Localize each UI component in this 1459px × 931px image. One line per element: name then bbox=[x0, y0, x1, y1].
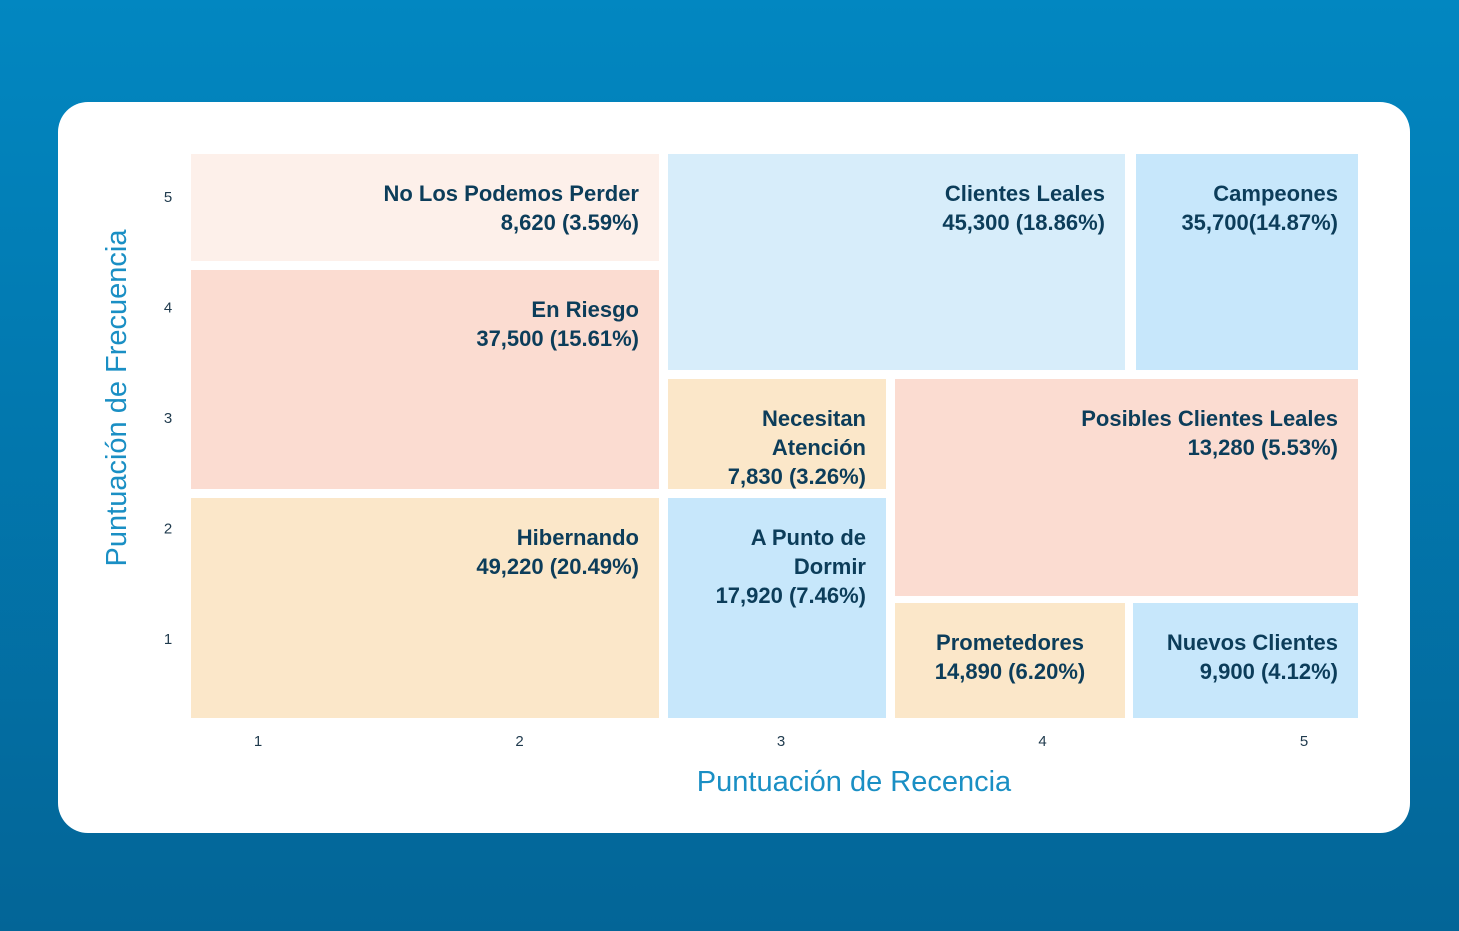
segment-rect bbox=[668, 379, 886, 489]
segment-name: Atención bbox=[772, 435, 866, 460]
segment-name: Dormir bbox=[794, 554, 867, 579]
y-tick-label: 1 bbox=[164, 631, 172, 648]
segment-value: 13,280 (5.53%) bbox=[1188, 435, 1338, 460]
segment-campeones: Campeones 35,700(14.87%) bbox=[1136, 154, 1358, 370]
segment-name: A Punto de bbox=[751, 525, 866, 550]
segment-no-los-podemos-perder: No Los Podemos Perder 8,620 (3.59%) bbox=[191, 154, 659, 261]
segment-name: Posibles Clientes Leales bbox=[1081, 406, 1338, 431]
segment-en-riesgo: En Riesgo 37,500 (15.61%) bbox=[191, 270, 659, 489]
segment-a-punto-de-dormir: A Punto de Dormir 17,920 (7.46%) bbox=[668, 498, 886, 718]
segment-rect bbox=[191, 498, 659, 718]
segment-posibles-clientes-leales: Posibles Clientes Leales 13,280 (5.53%) bbox=[895, 379, 1358, 596]
segment-name: Prometedores bbox=[936, 630, 1084, 655]
segment-name: No Los Podemos Perder bbox=[383, 181, 639, 206]
segment-value: 8,620 (3.59%) bbox=[501, 210, 639, 235]
segment-rect bbox=[668, 498, 886, 718]
segment-rect bbox=[1133, 603, 1358, 718]
segment-nuevos-clientes: Nuevos Clientes 9,900 (4.12%) bbox=[1133, 603, 1358, 718]
segment-value: 45,300 (18.86%) bbox=[942, 210, 1105, 235]
segment-value: 37,500 (15.61%) bbox=[476, 326, 639, 351]
segment-value: 9,900 (4.12%) bbox=[1200, 659, 1338, 684]
y-tick-label: 3 bbox=[164, 410, 172, 427]
x-tick-label: 3 bbox=[777, 733, 785, 750]
segment-name: Hibernando bbox=[517, 525, 639, 550]
segment-name: Nuevos Clientes bbox=[1167, 630, 1338, 655]
x-tick-label: 4 bbox=[1038, 733, 1046, 750]
segment-name: Campeones bbox=[1213, 181, 1338, 206]
segment-value: 14,890 (6.20%) bbox=[935, 659, 1085, 684]
segment-value: 49,220 (20.49%) bbox=[476, 554, 639, 579]
x-axis-label: Puntuación de Recencia bbox=[697, 766, 1012, 798]
x-tick-label: 1 bbox=[254, 733, 262, 750]
segment-value: 7,830 (3.26%) bbox=[728, 464, 866, 489]
segment-prometedores: Prometedores 14,890 (6.20%) bbox=[895, 603, 1125, 718]
segment-necesitan-atenci-n: Necesitan Atención 7,830 (3.26%) bbox=[668, 379, 886, 489]
x-tick-label: 5 bbox=[1300, 733, 1308, 750]
segment-rect bbox=[1136, 154, 1358, 370]
segment-name: En Riesgo bbox=[531, 297, 639, 322]
segment-value: 35,700(14.87%) bbox=[1181, 210, 1338, 235]
segment-clientes-leales: Clientes Leales 45,300 (18.86%) bbox=[668, 154, 1125, 370]
segment-value: 17,920 (7.46%) bbox=[716, 583, 866, 608]
y-tick-label: 5 bbox=[164, 189, 172, 206]
y-axis-label: Puntuación de Frecuencia bbox=[101, 229, 133, 567]
segment-name: Clientes Leales bbox=[945, 181, 1105, 206]
segment-rect bbox=[895, 603, 1125, 718]
segment-rect bbox=[191, 154, 659, 261]
segment-rect bbox=[895, 379, 1358, 596]
y-tick-label: 4 bbox=[164, 300, 172, 317]
segment-hibernando: Hibernando 49,220 (20.49%) bbox=[191, 498, 659, 718]
segment-rect bbox=[668, 154, 1125, 370]
x-tick-label: 2 bbox=[515, 733, 523, 750]
y-tick-label: 2 bbox=[164, 521, 172, 538]
segment-name: Necesitan bbox=[762, 406, 866, 431]
segment-rect bbox=[191, 270, 659, 489]
